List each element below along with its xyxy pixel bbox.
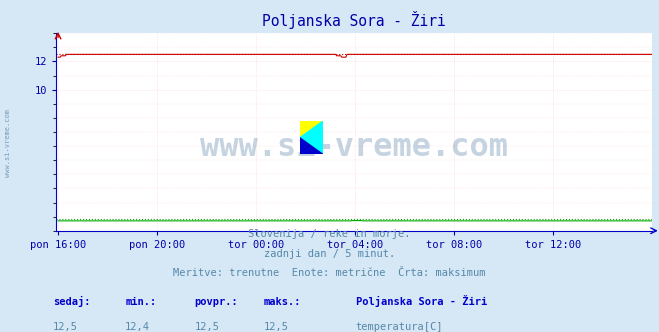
- Text: 12,4: 12,4: [125, 322, 150, 332]
- Text: min.:: min.:: [125, 297, 156, 307]
- Text: temperatura[C]: temperatura[C]: [356, 322, 444, 332]
- Text: 12,5: 12,5: [194, 322, 219, 332]
- Text: 12,5: 12,5: [53, 322, 78, 332]
- Text: maks.:: maks.:: [264, 297, 301, 307]
- Title: Poljanska Sora - Žiri: Poljanska Sora - Žiri: [262, 11, 446, 29]
- Polygon shape: [300, 138, 323, 154]
- Text: zadnji dan / 5 minut.: zadnji dan / 5 minut.: [264, 249, 395, 259]
- Text: Slovenija / reke in morje.: Slovenija / reke in morje.: [248, 229, 411, 239]
- Text: www.si-vreme.com: www.si-vreme.com: [200, 132, 508, 163]
- Text: Meritve: trenutne  Enote: metrične  Črta: maksimum: Meritve: trenutne Enote: metrične Črta: …: [173, 268, 486, 278]
- Polygon shape: [300, 121, 323, 138]
- Text: www.si-vreme.com: www.si-vreme.com: [5, 109, 11, 177]
- Text: 12,5: 12,5: [264, 322, 289, 332]
- Text: povpr.:: povpr.:: [194, 297, 238, 307]
- Text: sedaj:: sedaj:: [53, 296, 90, 307]
- Polygon shape: [300, 121, 323, 154]
- Text: Poljanska Sora - Žiri: Poljanska Sora - Žiri: [356, 295, 487, 307]
